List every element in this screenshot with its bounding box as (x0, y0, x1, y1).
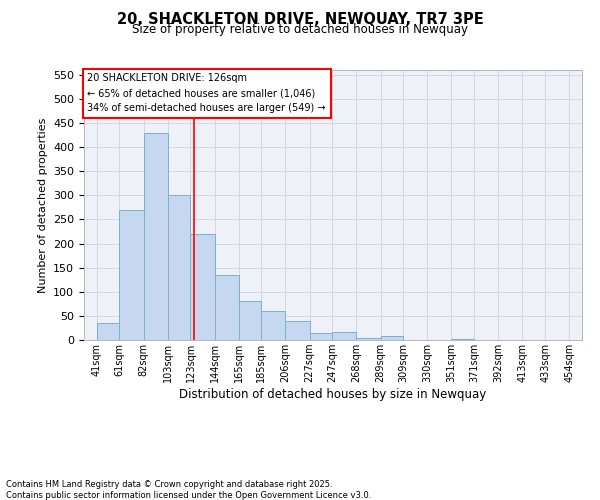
Text: Contains HM Land Registry data © Crown copyright and database right 2025.
Contai: Contains HM Land Registry data © Crown c… (6, 480, 371, 500)
Text: Size of property relative to detached houses in Newquay: Size of property relative to detached ho… (132, 22, 468, 36)
Text: 20, SHACKLETON DRIVE, NEWQUAY, TR7 3PE: 20, SHACKLETON DRIVE, NEWQUAY, TR7 3PE (116, 12, 484, 28)
Bar (190, 234, 215, 340)
Bar (167, 196, 190, 340)
Bar (332, 332, 356, 340)
Bar (356, 338, 380, 340)
Bar (286, 320, 310, 340)
X-axis label: Distribution of detached houses by size in Newquay: Distribution of detached houses by size … (179, 388, 487, 401)
Bar (119, 210, 143, 340)
Bar (215, 275, 239, 340)
Bar (451, 338, 475, 340)
Bar (239, 302, 262, 340)
Bar (310, 333, 332, 340)
Text: 20 SHACKLETON DRIVE: 126sqm
← 65% of detached houses are smaller (1,046)
34% of : 20 SHACKLETON DRIVE: 126sqm ← 65% of det… (88, 74, 326, 113)
Bar (97, 323, 119, 340)
Bar (262, 311, 286, 340)
Y-axis label: Number of detached properties: Number of detached properties (38, 118, 47, 292)
Bar (143, 132, 167, 340)
Bar (380, 336, 403, 340)
